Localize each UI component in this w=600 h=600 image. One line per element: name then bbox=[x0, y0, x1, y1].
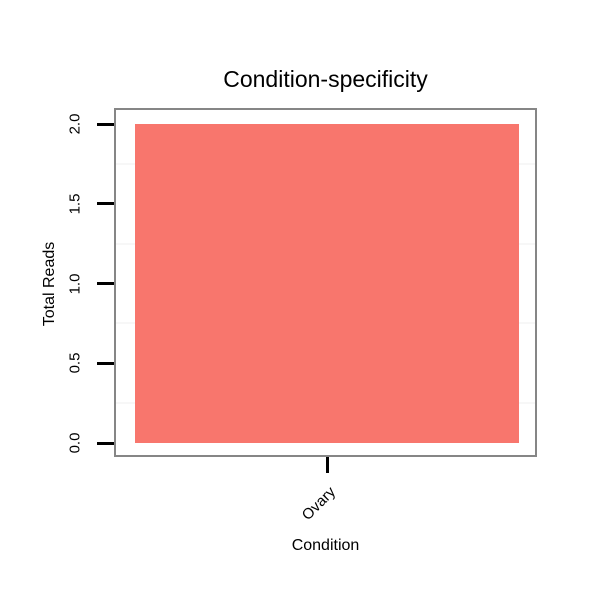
y-tick-mark bbox=[97, 282, 114, 285]
y-tick-label: 2.0 bbox=[66, 113, 84, 135]
plot-panel bbox=[114, 108, 537, 457]
x-tick-label: Ovary bbox=[298, 483, 340, 524]
y-tick-mark bbox=[97, 361, 114, 365]
y-tick-mark bbox=[97, 122, 114, 126]
x-axis-title: Condition bbox=[291, 537, 360, 554]
bar-ovary bbox=[135, 124, 519, 443]
y-tick-mark bbox=[97, 441, 114, 445]
y-tick-label: 0.0 bbox=[66, 432, 84, 454]
x-tick-mark bbox=[325, 457, 329, 473]
y-tick-label: 1.5 bbox=[66, 193, 84, 215]
y-tick-label: 1.0 bbox=[66, 273, 84, 294]
y-tick-mark bbox=[97, 202, 114, 206]
y-axis-title: Total Reads bbox=[41, 241, 58, 327]
chart-title: Condition-specificity bbox=[223, 66, 428, 92]
y-tick-label: 0.5 bbox=[66, 352, 84, 374]
